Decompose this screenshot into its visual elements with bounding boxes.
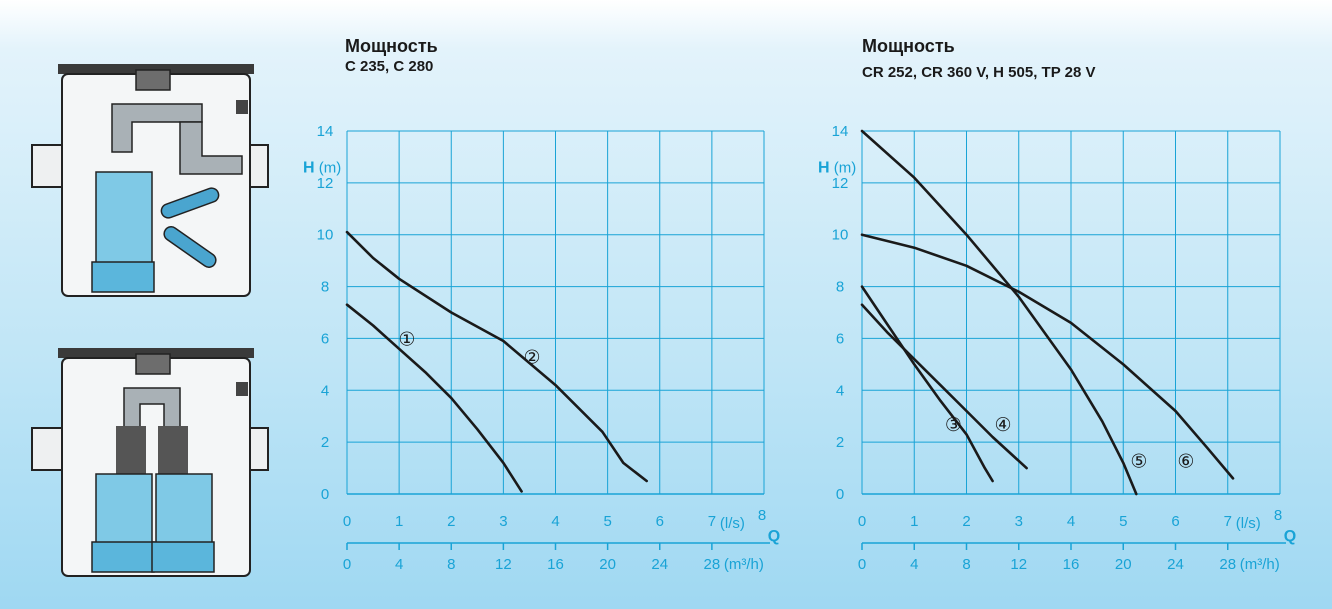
chart-1-x-tick-label-ls: 2 bbox=[447, 513, 455, 530]
chart-2-x-tick-label-ls: 3 bbox=[1015, 513, 1023, 530]
chart-2-x-unit-m3h: (m³/h) bbox=[1240, 556, 1280, 573]
chart-1-x-tick-label-ls: 0 bbox=[343, 513, 351, 530]
chart-2-x-tick-label-m3h: 16 bbox=[1063, 556, 1080, 573]
chart-2-x-tick-label-ls: 0 bbox=[858, 513, 866, 530]
chart-1-x-tick-label-m3h: 4 bbox=[395, 556, 403, 573]
chart-2-x-tick-label-ls: 7 bbox=[1224, 513, 1232, 530]
chart-2-subtitle: CR 252, CR 360 V, H 505, TP 28 V bbox=[862, 64, 1096, 81]
chart-1-x-unit-m3h: (m³/h) bbox=[724, 556, 764, 573]
chart-2-series-3-line bbox=[860, 129, 1138, 496]
double-pump-tank-image bbox=[31, 348, 269, 577]
chart-1-x-tick-label-m3h: 0 bbox=[343, 556, 351, 573]
chart-2-x-tick-label-m3h: 4 bbox=[910, 556, 918, 573]
chart-2-series-1-line bbox=[860, 285, 994, 483]
chart-1-x-tick-label-m3h: 28 bbox=[704, 556, 721, 573]
chart-1-y-tick-label: 10 bbox=[317, 227, 334, 244]
chart-2-x-tick-label-m3h: 28 bbox=[1219, 556, 1236, 573]
chart-1-x-tick-label-ls: 3 bbox=[499, 513, 507, 530]
chart-2-series-4-line bbox=[860, 233, 1235, 480]
chart-2-y-axis-unit: (m) bbox=[830, 159, 857, 176]
chart-2-y-tick-label: 6 bbox=[836, 330, 844, 347]
chart-2-y-axis-symbol: H bbox=[818, 159, 830, 176]
chart-1-y-axis-unit: (m) bbox=[315, 159, 342, 176]
chart-2-y-tick-label: 4 bbox=[836, 382, 844, 399]
single-pump-tank-image bbox=[31, 64, 269, 297]
chart-1-series-2-line bbox=[345, 230, 648, 483]
chart-2-series-1-label: ③ bbox=[945, 414, 962, 436]
chart-2-x-axis-label: Q bbox=[1284, 528, 1296, 545]
chart-1-x-tick-label-ls: 7 bbox=[708, 513, 716, 530]
chart-1-series-1-label: ① bbox=[398, 328, 415, 350]
chart-2-x-tick-label-ls: 1 bbox=[910, 513, 918, 530]
chart-2-x-tick-label-ls: 8 bbox=[1274, 507, 1282, 524]
chart-1-y-axis-symbol: H bbox=[303, 159, 315, 176]
chart-2-title: Мощность bbox=[862, 36, 955, 56]
chart-1-y-axis-label: H (m) bbox=[303, 159, 341, 176]
chart-2-x-tick-label-ls: 2 bbox=[962, 513, 970, 530]
chart-2-x-tick-label-m3h: 20 bbox=[1115, 556, 1132, 573]
chart-1-x-tick-label-ls: 6 bbox=[656, 513, 664, 530]
chart-1-x-tick-label-ls: 8 bbox=[758, 507, 766, 524]
chart-1-title: Мощность bbox=[345, 36, 438, 56]
chart-1-x-tick-label-m3h: 16 bbox=[547, 556, 564, 573]
chart-2-x-tick-label-ls: 5 bbox=[1119, 513, 1127, 530]
chart-1-series-2-label: ② bbox=[524, 347, 541, 369]
pump-station-illustrations bbox=[31, 64, 269, 577]
chart-2-y-tick-label: 2 bbox=[836, 434, 844, 451]
chart-1-y-tick-label: 4 bbox=[321, 382, 329, 399]
chart-1-y-tick-label: 6 bbox=[321, 330, 329, 347]
chart-2-y-tick-label: 12 bbox=[832, 175, 849, 192]
chart-1-x-axis-label: Q bbox=[768, 528, 780, 545]
chart-1-y-tick-label: 14 bbox=[317, 123, 334, 140]
chart-2-y-tick-label: 0 bbox=[836, 486, 844, 503]
chart-2-series-3-label: ⑤ bbox=[1130, 450, 1147, 472]
chart-1-x-unit-ls: (l/s) bbox=[720, 515, 745, 532]
chart-1-y-tick-label: 8 bbox=[321, 279, 329, 296]
chart-2-x-tick-label-ls: 4 bbox=[1067, 513, 1075, 530]
chart-2-series-2-label: ④ bbox=[995, 414, 1012, 436]
chart-2-y-axis-label: H (m) bbox=[818, 159, 856, 176]
chart-2-x-tick-label-m3h: 12 bbox=[1010, 556, 1027, 573]
chart-1-x-tick-label-ls: 1 bbox=[395, 513, 403, 530]
chart-2-x-tick-label-m3h: 0 bbox=[858, 556, 866, 573]
chart-2-series-2-line bbox=[860, 303, 1028, 470]
chart-2-x-tick-label-m3h: 24 bbox=[1167, 556, 1184, 573]
chart-2-y-tick-label: 14 bbox=[832, 123, 849, 140]
chart-1-x-tick-label-m3h: 20 bbox=[599, 556, 616, 573]
chart-1-subtitle: C 235, C 280 bbox=[345, 58, 434, 75]
chart-1-x-tick-label-m3h: 24 bbox=[651, 556, 668, 573]
chart-1-x-tick-label-m3h: 8 bbox=[447, 556, 455, 573]
chart-2-x-unit-ls: (l/s) bbox=[1236, 515, 1261, 532]
chart-1-x-tick-label-ls: 5 bbox=[603, 513, 611, 530]
chart-1-series-1-line bbox=[345, 303, 523, 493]
chart-2-y-tick-label: 10 bbox=[832, 227, 849, 244]
chart-1-y-tick-label: 12 bbox=[317, 175, 334, 192]
chart-1-x-tick-label-m3h: 12 bbox=[495, 556, 512, 573]
chart-2-y-tick-label: 8 bbox=[836, 279, 844, 296]
chart-1-x-tick-label-ls: 4 bbox=[551, 513, 559, 530]
chart-2-series-4-label: ⑥ bbox=[1177, 450, 1194, 472]
chart-2-x-tick-label-m3h: 8 bbox=[962, 556, 970, 573]
chart-1-y-tick-label: 2 bbox=[321, 434, 329, 451]
chart-2-x-tick-label-ls: 6 bbox=[1171, 513, 1179, 530]
chart-1-y-tick-label: 0 bbox=[321, 486, 329, 503]
